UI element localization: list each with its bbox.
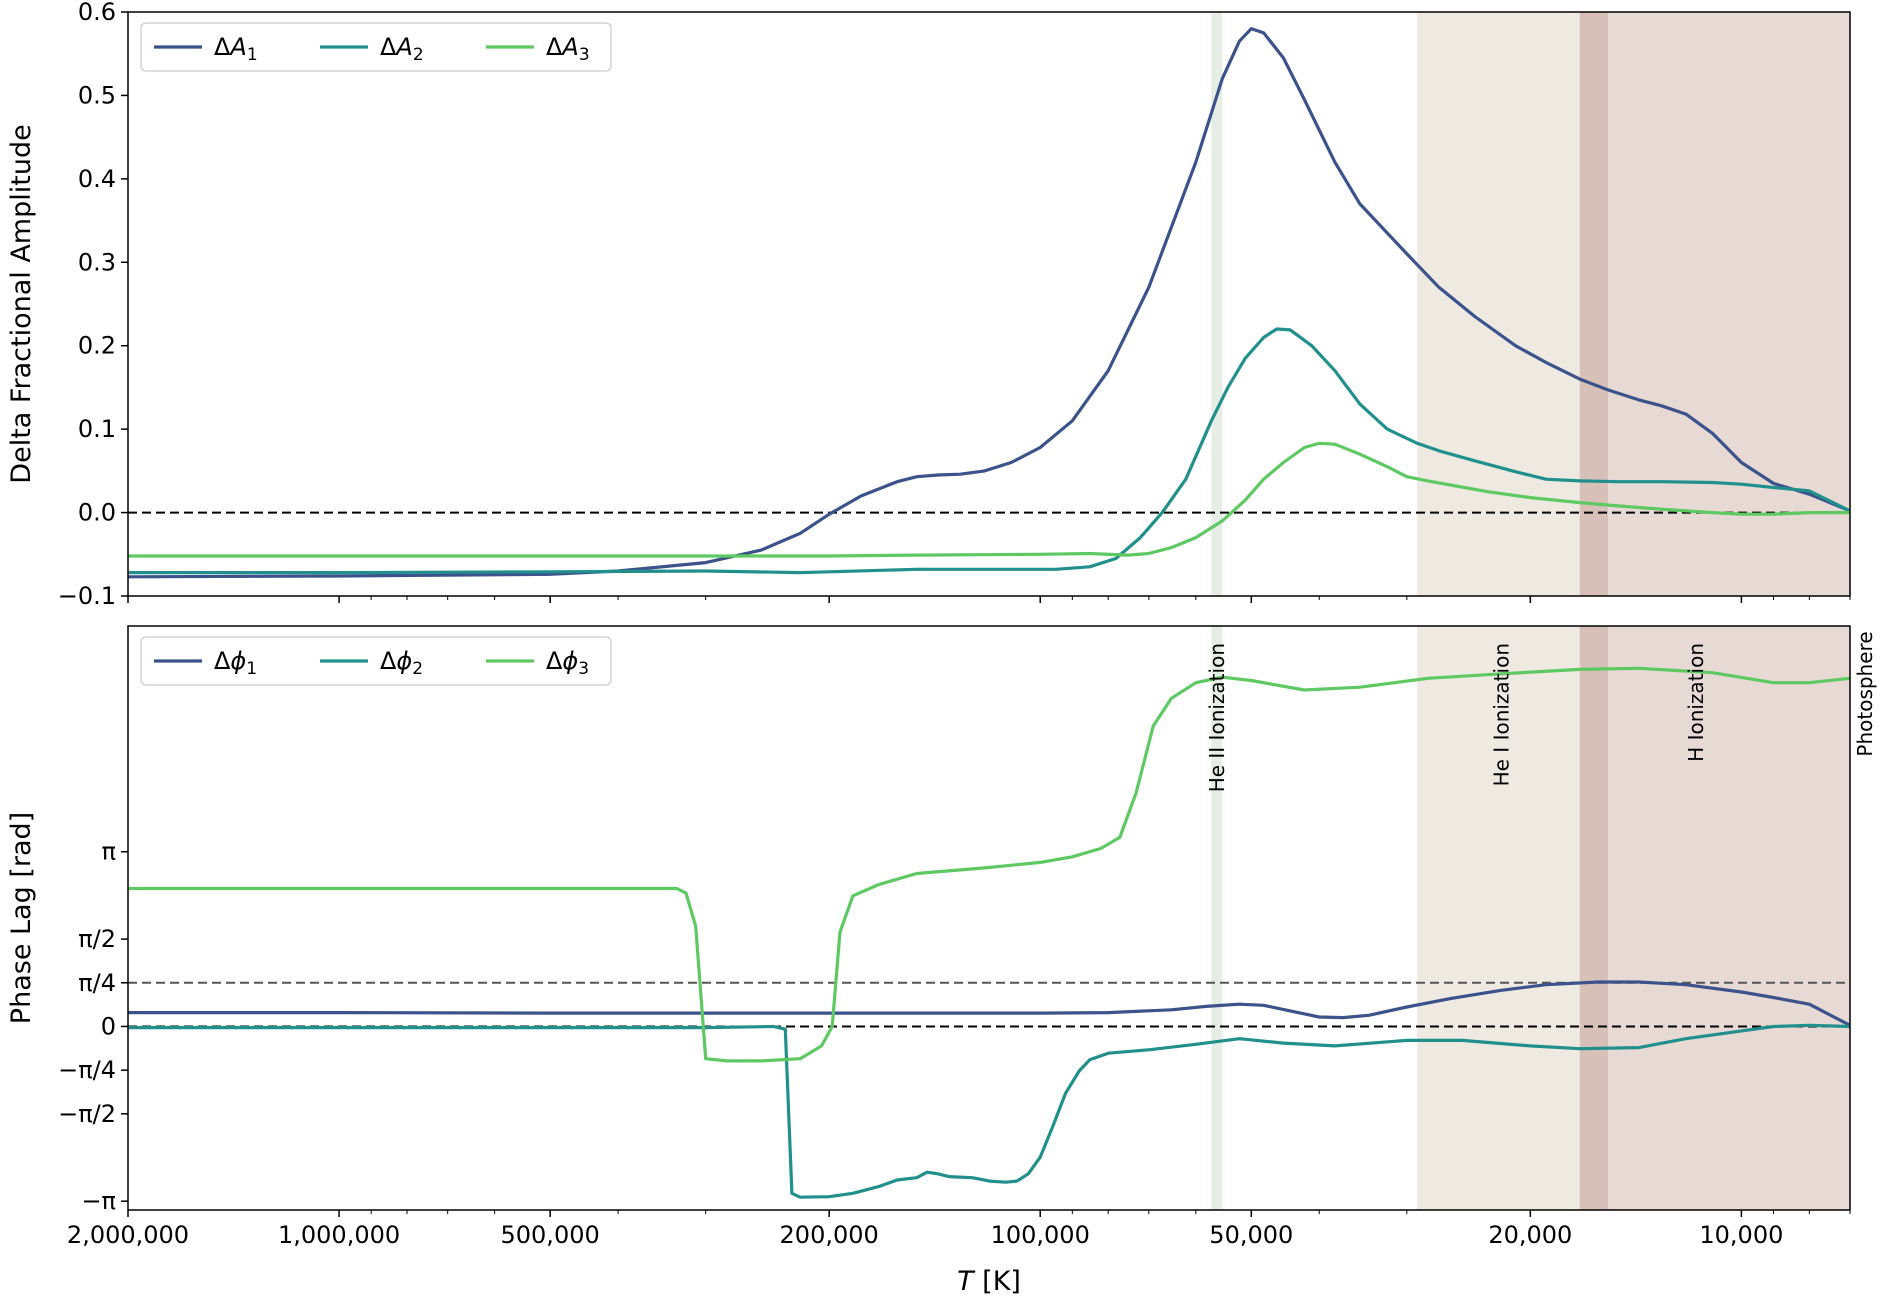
band-label-1: He I Ionization: [1489, 643, 1513, 786]
x-tick-label: 200,000: [780, 1221, 879, 1249]
phase-y-ticks: −π −π/2 −π/4 0 π/4 π/2 π: [58, 838, 128, 1215]
y-tick-label: 0.5: [78, 81, 116, 109]
y-tick-label: −0.1: [58, 582, 116, 610]
y-tick-label: π/4: [78, 969, 116, 997]
series-line-1: [128, 980, 1850, 1027]
series-line-3: [128, 666, 1850, 1063]
ionization-bands-top: [1211, 12, 1850, 596]
legend-box: [140, 22, 612, 72]
y-tick-label: 0.3: [78, 248, 116, 276]
phase-legend: Δϕ1 Δϕ2 Δϕ3: [140, 636, 612, 686]
legend-label-1: ΔA1: [214, 33, 258, 65]
x-axis-label: T [K]: [957, 1266, 1021, 1297]
band-0: [1211, 12, 1223, 596]
phase-x-ticks: 2,000,000 1,000,000 500,000 200,000 100,000 5…: [67, 1210, 1851, 1249]
amplitude-series: [128, 27, 1850, 579]
band-2: [1579, 626, 1850, 1210]
band-3: [1579, 626, 1608, 1210]
legend-label-3: Δϕ3: [546, 647, 589, 679]
band-1: [1417, 12, 1850, 596]
photosphere-label: Photosphere: [1853, 631, 1877, 756]
amplitude-legend: ΔA1 ΔA2 ΔA3: [140, 22, 612, 72]
x-tick-label: 2,000,000: [67, 1221, 189, 1249]
y-tick-label: −π/2: [58, 1100, 116, 1128]
series-line-1: [128, 27, 1850, 579]
series-line-2: [128, 1023, 1850, 1199]
phase-panel: −π −π/2 −π/4 0 π/4 π/2 π 2,000,000 1,000,000 500…: [6, 625, 1877, 1297]
series-line-2: [128, 327, 1850, 575]
band-label-2: H Ionization: [1684, 643, 1708, 762]
amplitude-y-ticks: −0.1 0.0 0.1 0.2 0.3 0.4 0.5 0.6: [58, 0, 128, 610]
y-tick-label: 0.1: [78, 415, 116, 443]
y-tick-label: 0: [101, 1012, 116, 1040]
amplitude-panel: −0.1 0.0 0.1 0.2 0.3 0.4 0.5 0.6 Delta Fraction…: [6, 0, 1851, 610]
band-labels: He II Ionization He I Ionization H Ionizat…: [1205, 643, 1708, 792]
band-0: [1211, 626, 1223, 1210]
band-3: [1579, 12, 1608, 596]
band-1: [1417, 626, 1850, 1210]
amplitude-x-ticks: [127, 596, 1851, 603]
band-2: [1579, 12, 1850, 596]
x-tick-label: 20,000: [1488, 1221, 1572, 1249]
y-tick-label: 0.0: [78, 499, 116, 527]
y-tick-label: −π/4: [58, 1056, 116, 1084]
y-tick-label: π/2: [78, 925, 116, 953]
amplitude-axes-frame: [127, 11, 1851, 597]
legend-box: [140, 636, 612, 686]
x-tick-label: 10,000: [1699, 1221, 1783, 1249]
x-tick-label: 1,000,000: [278, 1221, 400, 1249]
y-tick-label: π: [102, 838, 116, 866]
x-tick-label: 100,000: [991, 1221, 1090, 1249]
legend-label-3: ΔA3: [546, 33, 590, 65]
legend-label-1: Δϕ1: [214, 647, 257, 679]
x-tick-label: 500,000: [501, 1221, 600, 1249]
y-tick-label: 0.6: [78, 0, 116, 26]
series-line-3: [128, 441, 1850, 558]
y-tick-label: 0.2: [78, 332, 116, 360]
legend-label-2: Δϕ2: [380, 647, 423, 679]
y-tick-label: −π: [81, 1187, 116, 1215]
y-tick-label: 0.4: [78, 165, 116, 193]
x-tick-label: 50,000: [1209, 1221, 1293, 1249]
amplitude-y-axis-label: Delta Fractional Amplitude: [6, 124, 37, 483]
band-label-0: He II Ionization: [1205, 643, 1229, 792]
phase-series: [128, 666, 1850, 1199]
phase-y-axis-label: Phase Lag [rad]: [6, 812, 37, 1024]
phase-axes-frame: [127, 625, 1851, 1211]
legend-label-2: ΔA2: [380, 33, 424, 65]
ionization-bands-bottom: [1211, 626, 1850, 1210]
